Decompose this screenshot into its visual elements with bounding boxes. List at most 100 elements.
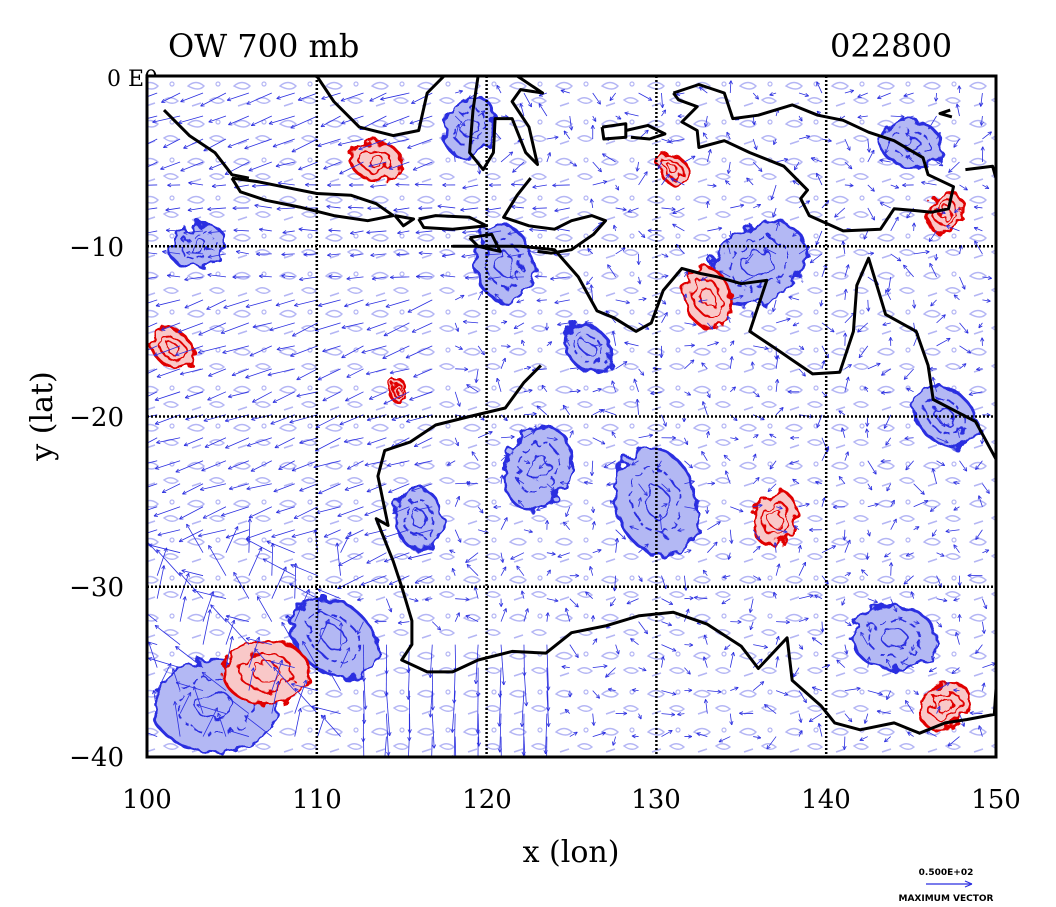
wind-vector: [244, 715, 273, 737]
wind-vector-shaft: [296, 391, 318, 397]
arrowhead-icon: [135, 728, 139, 731]
wind-vector-shaft: [276, 345, 295, 350]
arrowhead-icon: [175, 681, 181, 686]
x-tick-label: 140: [801, 785, 851, 815]
wind-vector-shaft: [318, 299, 341, 307]
wind-vector-shaft: [661, 598, 673, 605]
wind-vector-shaft: [162, 483, 181, 493]
arrowhead-icon: [496, 84, 501, 90]
arrowhead-icon: [693, 506, 698, 511]
wind-vector-shaft: [294, 563, 297, 599]
x-tick-label: 120: [462, 785, 512, 815]
arrowhead-icon: [706, 393, 711, 399]
wind-vector: [340, 531, 352, 553]
wind-vector-shaft: [546, 569, 551, 576]
wind-vector-shaft: [929, 263, 937, 278]
wind-vector: [155, 299, 181, 308]
wind-vector-shaft: [207, 274, 227, 278]
wind-vector-shaft: [546, 552, 556, 555]
wind-vector: [752, 453, 757, 461]
wind-vector: [683, 293, 688, 300]
wind-vector-shaft: [844, 644, 848, 655]
wind-vector: [661, 274, 669, 279]
wind-vector-shaft: [178, 115, 204, 124]
arrowhead-icon: [546, 722, 551, 727]
wind-vector-shaft: [615, 361, 628, 370]
wind-vector-shaft: [684, 437, 688, 445]
wind-vector-shaft: [228, 460, 250, 470]
wind-vector-shaft: [867, 690, 883, 696]
arrowhead-icon: [536, 405, 541, 410]
wind-vector: [254, 203, 272, 209]
arrowhead-icon: [277, 181, 282, 186]
wind-vector: [771, 299, 777, 312]
wind-vector-shaft: [475, 644, 479, 684]
wind-vector: [684, 608, 690, 622]
wind-vector-shaft: [661, 92, 663, 108]
wind-vector-shaft: [702, 132, 708, 140]
arrowhead-icon: [595, 694, 601, 699]
wind-vector: [343, 437, 364, 444]
arrowhead-icon: [139, 168, 143, 171]
wind-vector-shaft: [248, 547, 263, 576]
wind-vector-shaft: [153, 506, 181, 517]
arrowhead-icon: [724, 180, 730, 185]
arrowhead-icon: [903, 93, 908, 98]
wind-vector: [546, 436, 558, 442]
arrowhead-icon: [320, 714, 325, 720]
wind-vector: [523, 608, 529, 622]
wind-vector: [477, 345, 485, 356]
arrowhead-icon: [769, 92, 774, 97]
wind-vector-shaft: [905, 460, 914, 471]
negative-ow-contours: [150, 95, 978, 754]
wind-vector: [981, 621, 986, 634]
wind-vector: [726, 131, 731, 140]
wind-vector-shaft: [885, 289, 892, 301]
wind-vector-shaft: [465, 276, 479, 279]
arrowhead-icon: [688, 688, 693, 693]
wind-vector: [590, 506, 596, 513]
wind-vector: [256, 596, 273, 622]
wind-vector: [386, 690, 392, 737]
wind-vector: [698, 86, 708, 94]
arrowhead-icon: [775, 379, 780, 384]
wind-vector: [684, 506, 698, 511]
wind-vector: [248, 506, 272, 519]
wind-vector-shaft: [860, 631, 869, 645]
wind-vector-shaft: [725, 470, 731, 484]
wind-vector: [790, 435, 800, 441]
arrowhead-icon: [575, 573, 580, 578]
wind-vector: [567, 690, 573, 698]
wind-vector: [867, 251, 875, 256]
wind-vector-shaft: [702, 401, 708, 415]
arrowhead-icon: [516, 299, 521, 304]
arrowhead-icon: [756, 203, 762, 208]
wind-vector-shaft: [276, 207, 295, 210]
wind-vector: [693, 595, 708, 600]
arrowhead-icon: [187, 692, 192, 697]
wind-vector: [684, 480, 695, 485]
arrowhead-icon: [251, 183, 256, 189]
wind-vector: [749, 621, 754, 631]
wind-vector-shaft: [475, 368, 479, 383]
arrowhead-icon: [281, 252, 286, 257]
wind-vector: [730, 436, 739, 441]
wind-vector-shaft: [231, 368, 250, 376]
wind-vector: [973, 205, 983, 210]
wind-vector: [913, 620, 920, 625]
wind-vector-shaft: [866, 552, 869, 560]
arrowhead-icon: [886, 695, 890, 700]
wind-vector-shaft: [950, 414, 960, 420]
wind-vector: [347, 205, 364, 210]
wind-vector-shaft: [270, 661, 295, 669]
wind-vector: [661, 712, 676, 717]
arrowhead-icon: [863, 719, 868, 724]
wind-vector: [471, 451, 479, 461]
wind-vector: [318, 299, 341, 307]
arrowhead-icon: [175, 645, 180, 651]
arrowhead-icon: [208, 230, 213, 235]
wind-vector-shaft: [452, 568, 456, 576]
arrowhead-icon: [276, 206, 281, 211]
arrowhead-icon: [790, 435, 795, 441]
wind-vector: [775, 563, 781, 576]
